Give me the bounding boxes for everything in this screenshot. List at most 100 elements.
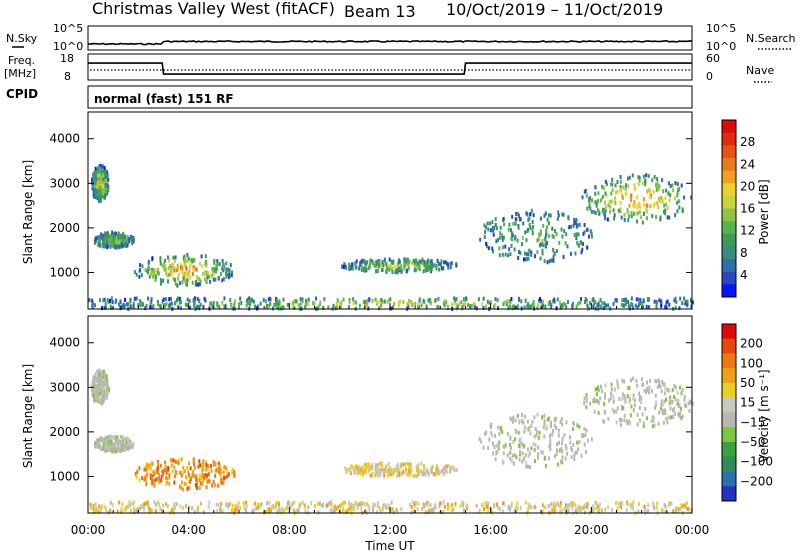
echo-cell (221, 480, 224, 485)
echo-cell (114, 231, 117, 236)
echo-cell (159, 478, 162, 483)
echo-cell (654, 400, 657, 405)
nsearch-tick-top: 10^5 (706, 22, 736, 35)
echo-cell (105, 243, 108, 248)
echo-cell (517, 213, 520, 218)
echo-cell (441, 468, 444, 473)
echo-cell (653, 174, 656, 179)
echo-cell (111, 300, 114, 305)
echo-cell (656, 181, 659, 186)
echo-cell (583, 230, 586, 235)
echo-cell (148, 463, 151, 468)
echo-cell (148, 507, 151, 512)
echo-cell (560, 446, 563, 451)
echo-cell (665, 300, 668, 305)
echo-cell (354, 500, 357, 505)
echo-cell (553, 504, 556, 509)
echo-cell (578, 424, 581, 429)
echo-cell (507, 504, 510, 509)
echo-cell (489, 228, 492, 233)
echo-cell (561, 422, 564, 427)
echo-cell (543, 213, 546, 218)
echo-cell (243, 500, 246, 505)
echo-cell (647, 388, 650, 393)
echo-cell (418, 259, 421, 264)
echo-cell (364, 299, 367, 304)
echo-cell (229, 298, 232, 303)
echo-cell (377, 501, 380, 506)
echo-cell (198, 276, 201, 281)
echo-cell (101, 446, 104, 451)
echo-cell (187, 256, 190, 261)
echo-cell (504, 252, 507, 257)
echo-cell (195, 477, 198, 482)
echo-cell (610, 391, 613, 396)
echo-cell (681, 301, 684, 306)
echo-cell (684, 504, 687, 509)
echo-cell (652, 505, 655, 510)
echo-cell (388, 469, 391, 474)
echo-cell (555, 426, 558, 431)
echo-cell (544, 211, 547, 216)
echo-cell (407, 259, 410, 264)
echo-cell (513, 508, 516, 513)
velocity-cbtick-minus15: −15 (740, 415, 765, 429)
echo-cell (138, 506, 141, 511)
echo-cell (413, 264, 416, 269)
echo-cell (645, 173, 648, 178)
echo-cell (172, 504, 175, 509)
echo-cell (626, 208, 629, 213)
echo-cell (160, 305, 163, 310)
echo-cell (216, 508, 219, 513)
echo-cell (516, 211, 519, 216)
echo-cell (442, 510, 445, 515)
echo-cell (496, 298, 499, 303)
echo-cell (594, 185, 597, 190)
nsky-tick-top: 10^5 (53, 22, 83, 35)
echo-cell (111, 435, 114, 440)
echo-cell (501, 459, 504, 464)
echo-cell (413, 502, 416, 507)
echo-cell (630, 404, 633, 409)
echo-cell (574, 508, 577, 513)
echo-cell (662, 209, 665, 214)
echo-cell (668, 198, 671, 203)
echo-cell (217, 275, 220, 280)
echo-cell (267, 297, 270, 302)
echo-cell (259, 503, 262, 508)
echo-cell (592, 304, 595, 309)
echo-cell (98, 379, 101, 384)
echo-cell (425, 262, 428, 267)
echo-cell (354, 300, 357, 305)
echo-cell (206, 463, 209, 468)
echo-cell (226, 267, 229, 272)
echo-cell (176, 263, 179, 268)
echo-cell (591, 198, 594, 203)
echo-cell (153, 271, 156, 276)
echo-cell (420, 507, 423, 512)
echo-cell (491, 451, 494, 456)
echo-cell (673, 298, 676, 303)
echo-cell (161, 469, 164, 474)
echo-cell (616, 381, 619, 386)
echo-cell (655, 379, 658, 384)
echo-cell (633, 403, 636, 408)
echo-cell (532, 304, 535, 309)
echo-cell (663, 391, 666, 396)
echo-cell (130, 235, 133, 240)
echo-cell (316, 501, 319, 506)
echo-cell (688, 408, 691, 413)
echo-cell (560, 509, 563, 514)
echo-cell (400, 462, 403, 467)
echo-cell (626, 502, 629, 507)
echo-cell (638, 406, 641, 411)
echo-cell (368, 297, 371, 302)
echo-cell (647, 173, 650, 178)
echo-cell (215, 264, 218, 269)
echo-cell (681, 388, 684, 393)
echo-cell (640, 377, 643, 382)
echo-cell (282, 305, 285, 310)
echo-cell (657, 205, 660, 210)
echo-cell (623, 418, 626, 423)
colorbar-swatch (722, 397, 736, 413)
